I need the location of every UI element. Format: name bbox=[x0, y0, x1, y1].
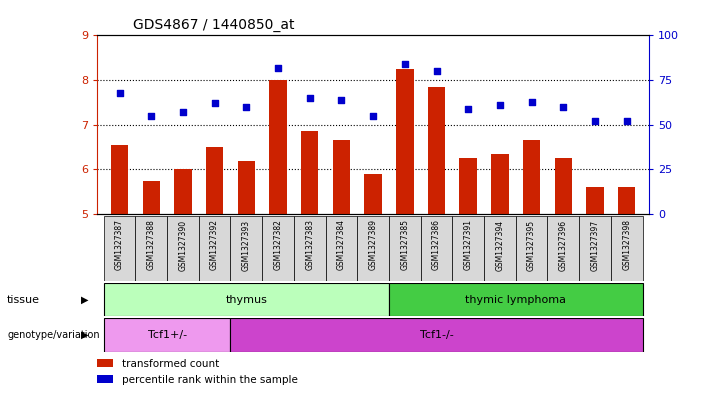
Point bbox=[368, 113, 379, 119]
Bar bbox=[547, 216, 579, 281]
Bar bbox=[104, 318, 231, 352]
Text: GSM1327383: GSM1327383 bbox=[305, 219, 314, 270]
Point bbox=[304, 95, 316, 101]
Point bbox=[462, 106, 474, 112]
Bar bbox=[618, 187, 635, 214]
Text: ▶: ▶ bbox=[81, 330, 89, 340]
Text: ▶: ▶ bbox=[81, 295, 89, 305]
Bar bbox=[270, 80, 287, 214]
Bar bbox=[231, 216, 262, 281]
Bar bbox=[199, 216, 231, 281]
Point bbox=[273, 64, 284, 71]
Bar bbox=[97, 359, 112, 367]
Bar bbox=[143, 181, 160, 214]
Bar bbox=[326, 216, 358, 281]
Bar bbox=[611, 216, 642, 281]
Point bbox=[177, 109, 189, 116]
Text: GSM1327382: GSM1327382 bbox=[273, 219, 283, 270]
Bar bbox=[358, 216, 389, 281]
Bar bbox=[389, 216, 420, 281]
Bar bbox=[579, 216, 611, 281]
Bar bbox=[484, 216, 516, 281]
Text: GSM1327393: GSM1327393 bbox=[242, 219, 251, 270]
Bar bbox=[294, 216, 326, 281]
Bar bbox=[554, 158, 572, 214]
Bar bbox=[586, 187, 603, 214]
Bar bbox=[459, 158, 477, 214]
Bar bbox=[301, 132, 319, 214]
Text: GSM1327395: GSM1327395 bbox=[527, 219, 536, 270]
Point bbox=[494, 102, 505, 108]
Bar bbox=[104, 283, 389, 316]
Text: tissue: tissue bbox=[7, 295, 40, 305]
Text: genotype/variation: genotype/variation bbox=[7, 330, 99, 340]
Text: GSM1327396: GSM1327396 bbox=[559, 219, 568, 270]
Bar bbox=[136, 216, 167, 281]
Bar bbox=[174, 169, 192, 214]
Bar bbox=[516, 216, 547, 281]
Bar bbox=[332, 140, 350, 214]
Bar bbox=[104, 216, 136, 281]
Text: GSM1327390: GSM1327390 bbox=[178, 219, 187, 270]
Text: GSM1327387: GSM1327387 bbox=[115, 219, 124, 270]
Bar bbox=[523, 140, 540, 214]
Bar bbox=[364, 174, 382, 214]
Text: GSM1327385: GSM1327385 bbox=[400, 219, 410, 270]
Text: GSM1327388: GSM1327388 bbox=[147, 219, 156, 270]
Text: GSM1327392: GSM1327392 bbox=[210, 219, 219, 270]
Bar bbox=[111, 145, 128, 214]
Text: GSM1327398: GSM1327398 bbox=[622, 219, 631, 270]
Bar bbox=[206, 147, 224, 214]
Text: GSM1327394: GSM1327394 bbox=[495, 219, 505, 270]
Text: transformed count: transformed count bbox=[122, 358, 219, 369]
Bar bbox=[428, 87, 446, 214]
Text: GSM1327384: GSM1327384 bbox=[337, 219, 346, 270]
Point bbox=[399, 61, 410, 67]
Point bbox=[146, 113, 157, 119]
Point bbox=[241, 104, 252, 110]
Text: Tcf1-/-: Tcf1-/- bbox=[420, 330, 454, 340]
Text: GSM1327389: GSM1327389 bbox=[368, 219, 378, 270]
Text: Tcf1+/-: Tcf1+/- bbox=[148, 330, 187, 340]
Point bbox=[589, 118, 601, 124]
Text: GSM1327397: GSM1327397 bbox=[590, 219, 599, 270]
Bar bbox=[389, 283, 642, 316]
Text: GSM1327391: GSM1327391 bbox=[464, 219, 473, 270]
Text: GDS4867 / 1440850_at: GDS4867 / 1440850_at bbox=[133, 18, 295, 32]
Bar bbox=[396, 69, 414, 214]
Point bbox=[557, 104, 569, 110]
Point bbox=[526, 98, 537, 105]
Bar bbox=[167, 216, 199, 281]
Bar bbox=[491, 154, 508, 214]
Bar bbox=[97, 375, 112, 383]
Text: percentile rank within the sample: percentile rank within the sample bbox=[122, 375, 298, 384]
Bar bbox=[238, 160, 255, 214]
Point bbox=[336, 97, 348, 103]
Bar bbox=[452, 216, 484, 281]
Point bbox=[621, 118, 632, 124]
Point bbox=[114, 90, 125, 96]
Text: GSM1327386: GSM1327386 bbox=[432, 219, 441, 270]
Bar bbox=[231, 318, 642, 352]
Bar bbox=[420, 216, 452, 281]
Bar bbox=[262, 216, 294, 281]
Text: thymic lymphoma: thymic lymphoma bbox=[465, 295, 566, 305]
Text: thymus: thymus bbox=[226, 295, 267, 305]
Point bbox=[430, 68, 442, 74]
Point bbox=[209, 100, 221, 107]
